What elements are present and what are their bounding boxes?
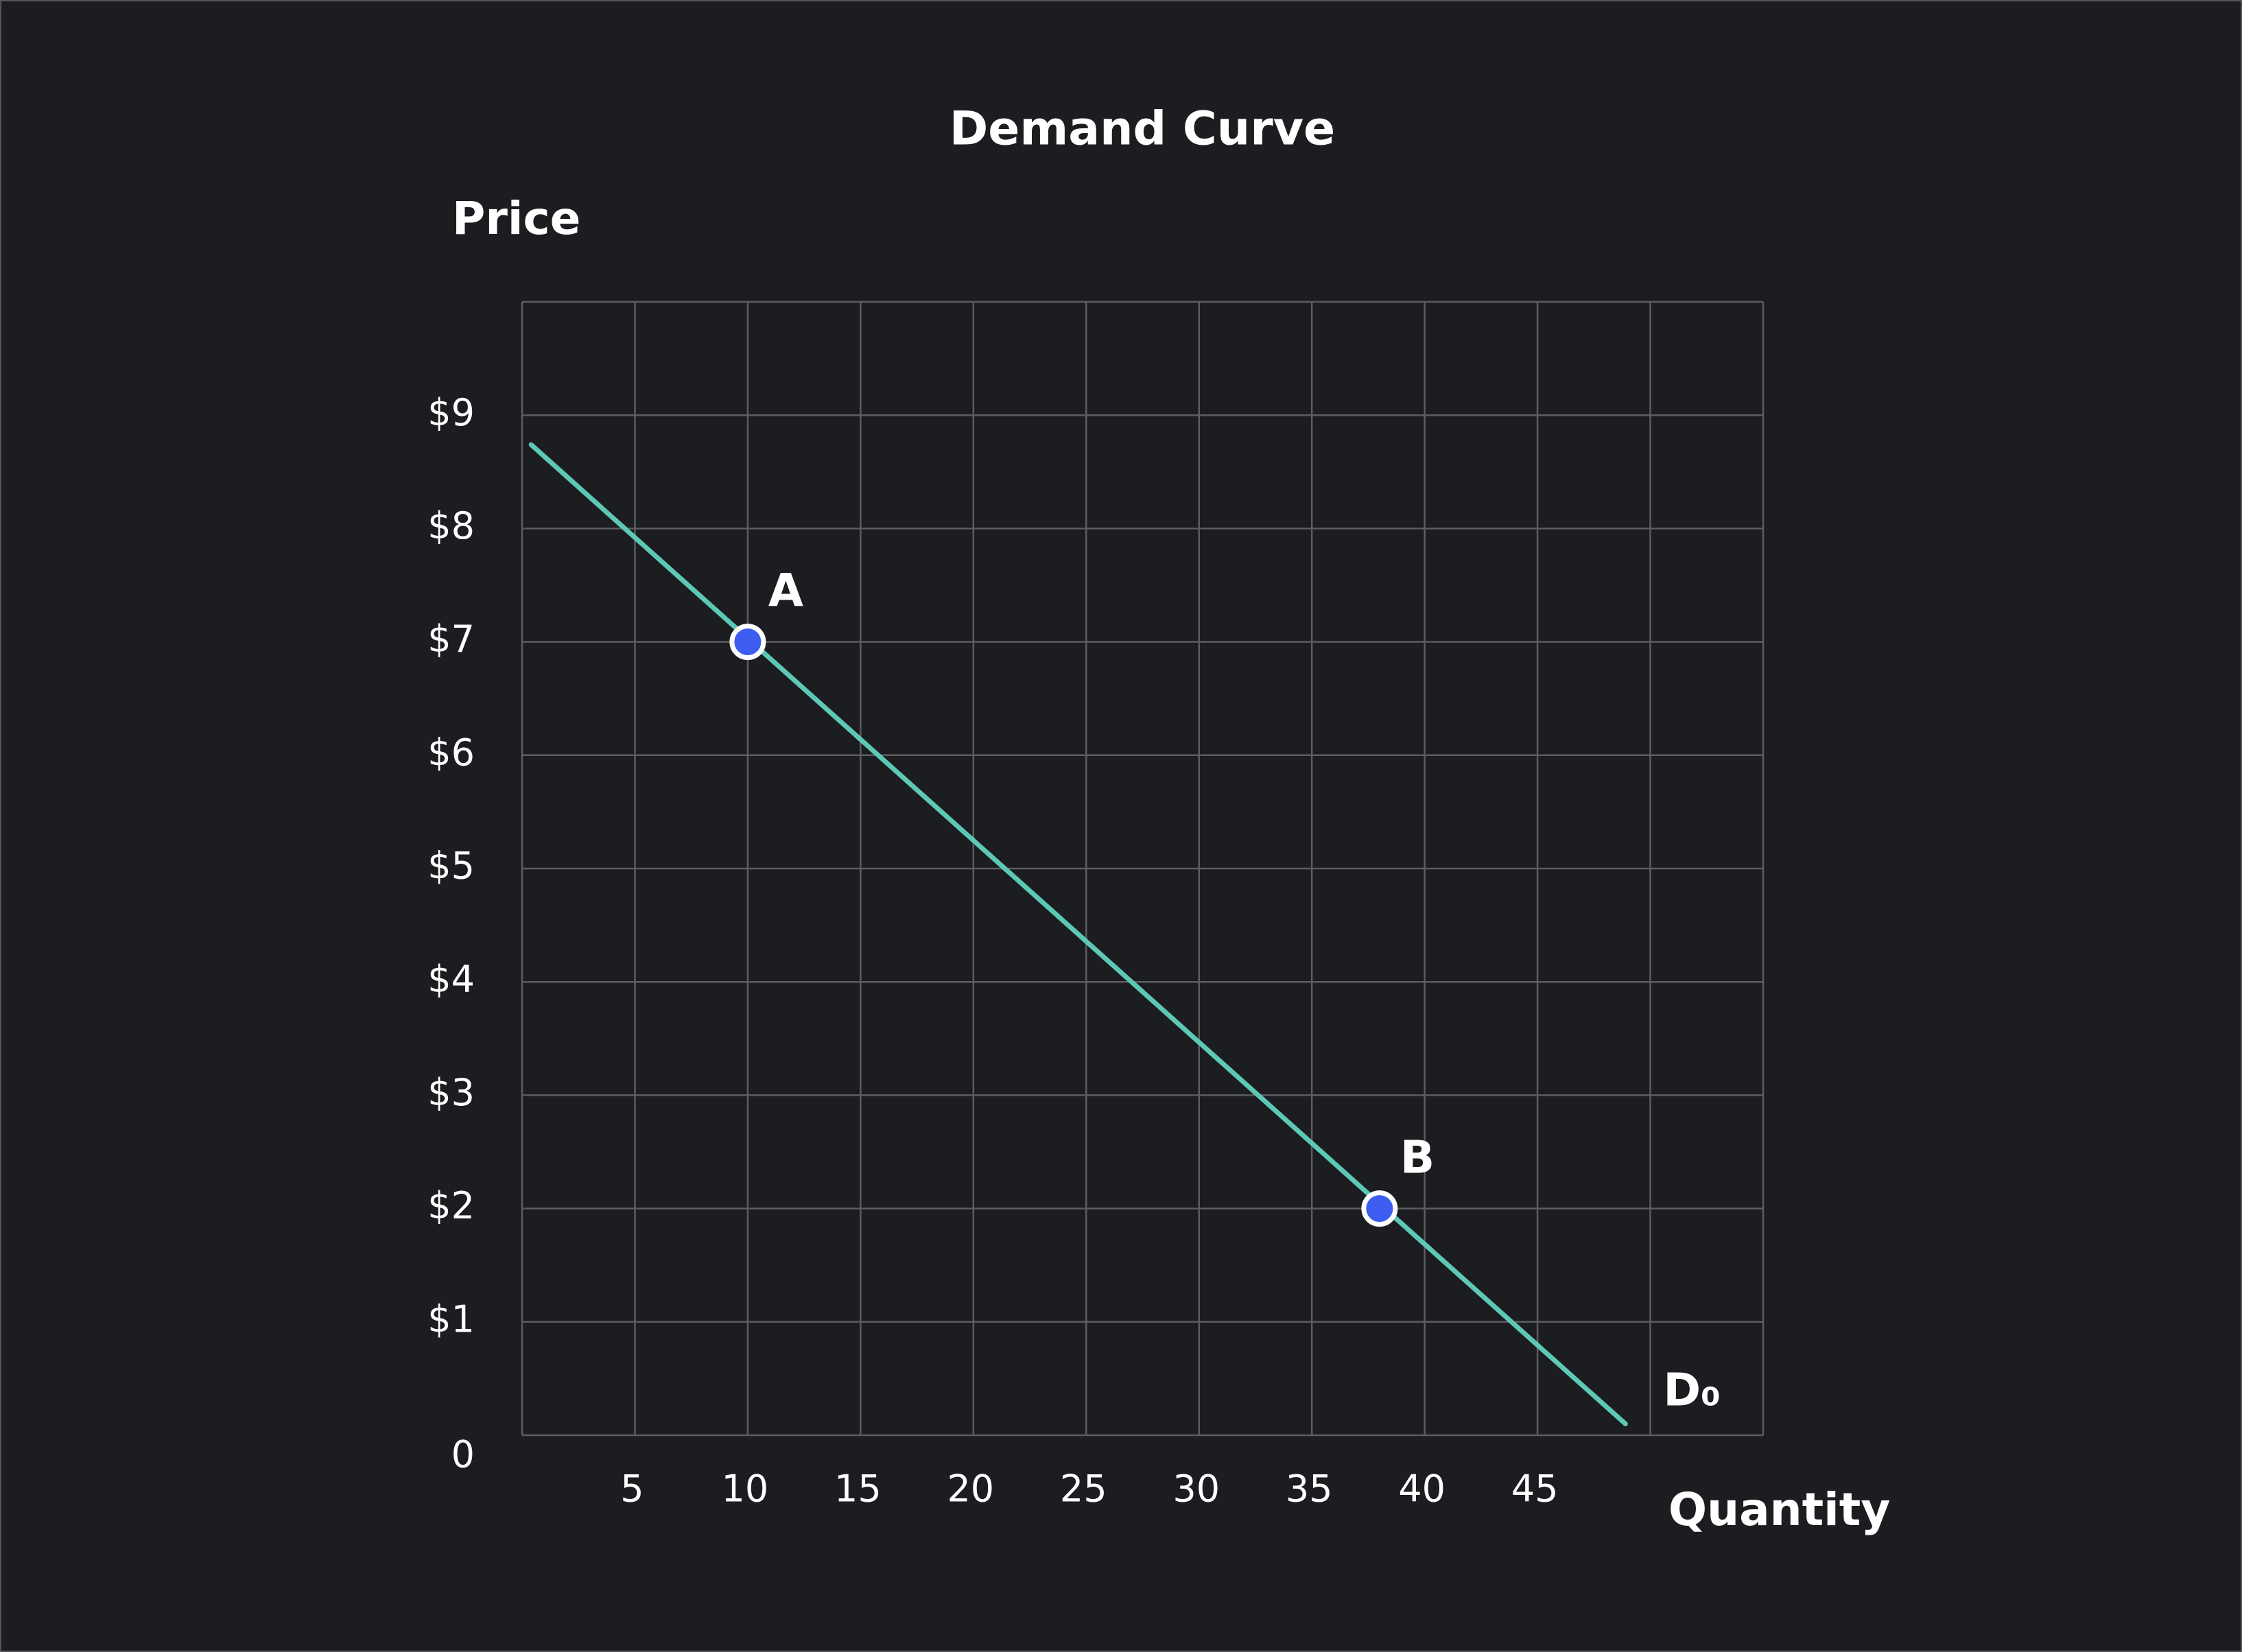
y-tick-label: 0 [451, 1433, 475, 1476]
legend-label: D₀ [1663, 1364, 1721, 1417]
y-axis-label: Price [452, 192, 580, 245]
x-tick-label: 25 [1060, 1467, 1107, 1511]
x-tick-label: 40 [1398, 1467, 1446, 1511]
y-tick-label: $4 [427, 958, 475, 1001]
x-axis-label: Quantity [1668, 1483, 1890, 1536]
y-tick-label: $6 [427, 731, 475, 774]
x-tick-label: 10 [722, 1467, 769, 1511]
point [1361, 1190, 1398, 1227]
chart-title: Demand Curve [949, 102, 1335, 156]
x-tick-label: 30 [1172, 1467, 1220, 1511]
point [729, 624, 766, 661]
y-tick-label: $1 [427, 1297, 475, 1341]
x-tick-label: 35 [1286, 1467, 1333, 1511]
y-tick-label: $7 [427, 617, 475, 661]
y-tick-label: $5 [427, 845, 475, 888]
x-tick-label: 45 [1511, 1467, 1559, 1511]
point-label: B [1400, 1131, 1435, 1184]
y-tick-label: $3 [427, 1071, 475, 1114]
y-tick-label: $8 [427, 504, 475, 547]
point-label: A [768, 565, 803, 617]
demand-line [528, 442, 1628, 1426]
x-tick-label: 5 [620, 1467, 644, 1511]
y-tick-label: $9 [427, 391, 475, 434]
x-tick-label: 15 [834, 1467, 882, 1511]
y-tick-label: $2 [427, 1184, 475, 1227]
x-tick-label: 20 [947, 1467, 994, 1511]
